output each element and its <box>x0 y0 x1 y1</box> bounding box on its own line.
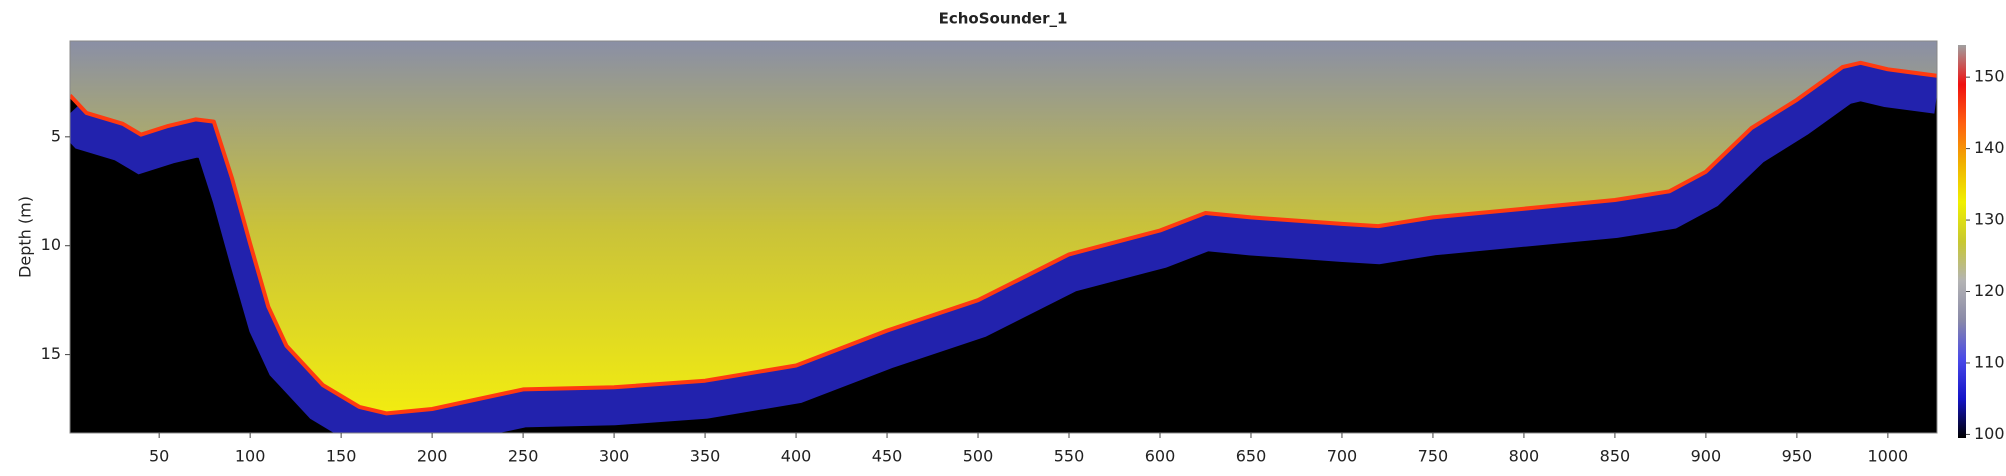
bottom-line <box>70 60 1937 416</box>
water-column <box>70 41 1937 414</box>
x-tick-label: 450 <box>872 447 903 466</box>
x-tick-label: 600 <box>1145 447 1176 466</box>
colorbar-tick-label: 150 <box>1974 67 2005 86</box>
echo-band <box>70 60 1937 433</box>
colorbar-tick-label: 110 <box>1974 352 2005 371</box>
x-tick-label: 50 <box>149 447 169 466</box>
x-tick-label: 100 <box>235 447 266 466</box>
x-tick-label: 950 <box>1782 447 1813 466</box>
y-tick-label: 5 <box>51 126 61 145</box>
x-tick-label: 200 <box>417 447 448 466</box>
colorbar <box>1958 45 1966 438</box>
x-tick-label: 900 <box>1691 447 1722 466</box>
x-tick-label: 850 <box>1600 447 1631 466</box>
colorbar-tick-label: 100 <box>1974 424 2005 443</box>
x-tick-label: 550 <box>1054 447 1085 466</box>
x-tick-label: 1000 <box>1868 447 1909 466</box>
x-tick-label: 400 <box>781 447 812 466</box>
x-tick-label: 750 <box>1418 447 1449 466</box>
y-tick-label: 10 <box>41 235 61 254</box>
x-tick-label: 500 <box>963 447 994 466</box>
y-axis-label: Depth (m) <box>16 196 35 278</box>
plot-area <box>70 41 1937 433</box>
x-tick-label: 800 <box>1509 447 1540 466</box>
chart-title: EchoSounder_1 <box>939 10 1068 28</box>
colorbar-tick-label: 130 <box>1974 210 2005 229</box>
x-tick-label: 650 <box>1236 447 1267 466</box>
x-tick-label: 350 <box>690 447 721 466</box>
x-tick-label: 150 <box>326 447 357 466</box>
x-tick-label: 700 <box>1327 447 1358 466</box>
colorbar-tick-label: 140 <box>1974 138 2005 157</box>
y-tick-label: 15 <box>41 344 61 363</box>
colorbar-tick-label: 120 <box>1974 281 2005 300</box>
x-tick-label: 250 <box>508 447 539 466</box>
plot-frame <box>69 40 1938 434</box>
x-tick-label: 300 <box>599 447 630 466</box>
